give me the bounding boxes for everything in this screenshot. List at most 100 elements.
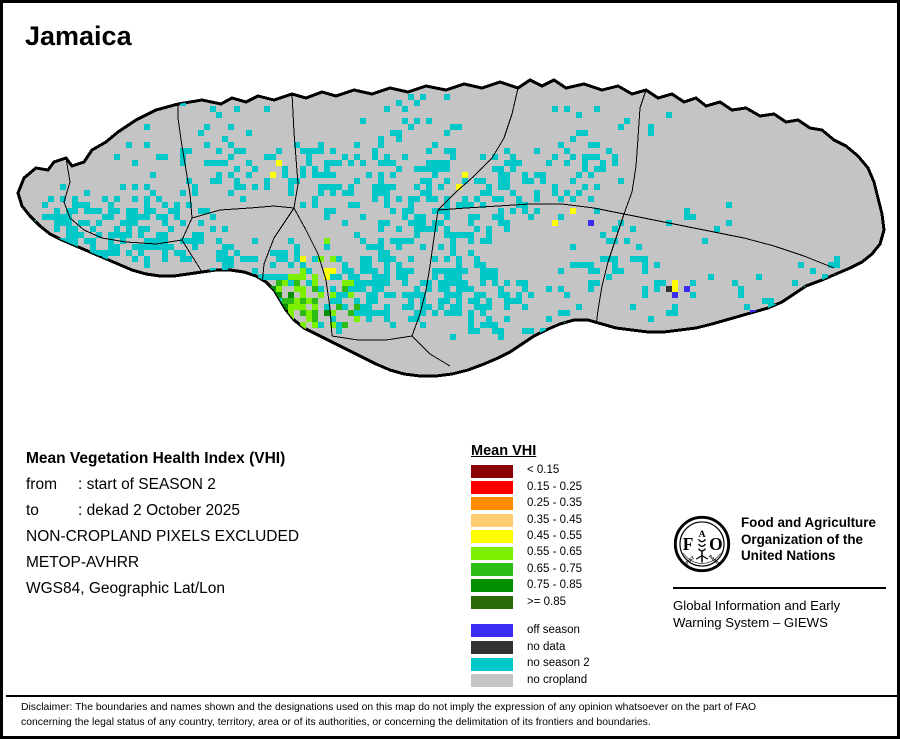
raster-cell bbox=[90, 250, 96, 256]
raster-cell bbox=[348, 274, 354, 280]
raster-cell bbox=[114, 154, 120, 160]
raster-cell bbox=[594, 280, 600, 286]
legend-class-row: 0.75 - 0.85 bbox=[471, 578, 661, 594]
raster-cell bbox=[474, 298, 480, 304]
raster-cell bbox=[426, 148, 432, 154]
raster-cell bbox=[72, 238, 78, 244]
raster-cell bbox=[558, 268, 564, 274]
legend-title: Mean VHI bbox=[471, 443, 537, 459]
raster-cell bbox=[666, 310, 672, 316]
raster-cell bbox=[420, 190, 426, 196]
raster-cell bbox=[96, 232, 102, 238]
legend-extra-swatch bbox=[471, 674, 513, 688]
raster-cell bbox=[462, 178, 468, 184]
raster-cell bbox=[186, 256, 192, 262]
raster-cell bbox=[492, 166, 498, 172]
raster-cell bbox=[336, 292, 342, 298]
raster-cell bbox=[132, 208, 138, 214]
raster-cell bbox=[468, 328, 474, 334]
raster-cell bbox=[468, 250, 474, 256]
raster-cell bbox=[300, 256, 306, 262]
raster-cell bbox=[504, 172, 510, 178]
raster-cell bbox=[360, 256, 366, 262]
raster-cell bbox=[444, 274, 450, 280]
raster-cell bbox=[384, 160, 390, 166]
raster-cell bbox=[432, 274, 438, 280]
vhi-title: Mean Vegetation Health Index (VHI) bbox=[26, 450, 286, 467]
raster-cell bbox=[108, 202, 114, 208]
raster-cell bbox=[408, 124, 414, 130]
raster-cell bbox=[300, 298, 306, 304]
raster-cell bbox=[348, 184, 354, 190]
raster-cell bbox=[120, 232, 126, 238]
map-canvas[interactable] bbox=[6, 58, 900, 403]
raster-cell bbox=[738, 286, 744, 292]
raster-cell bbox=[396, 274, 402, 280]
raster-cell bbox=[264, 178, 270, 184]
raster-cell bbox=[438, 286, 444, 292]
raster-cell bbox=[336, 304, 342, 310]
raster-cell bbox=[330, 172, 336, 178]
raster-cell bbox=[306, 268, 312, 274]
raster-cell bbox=[204, 160, 210, 166]
raster-cell bbox=[474, 256, 480, 262]
raster-cell bbox=[360, 310, 366, 316]
raster-cell bbox=[402, 208, 408, 214]
raster-cell bbox=[522, 304, 528, 310]
raster-cell bbox=[378, 178, 384, 184]
legend-class-swatch bbox=[471, 546, 513, 560]
raster-cell bbox=[330, 310, 336, 316]
raster-cell bbox=[666, 286, 672, 292]
legend-extra-row: no cropland bbox=[471, 672, 661, 689]
raster-cell bbox=[492, 322, 498, 328]
raster-cell bbox=[438, 160, 444, 166]
raster-cell bbox=[360, 268, 366, 274]
raster-cell bbox=[276, 280, 282, 286]
raster-cell bbox=[582, 154, 588, 160]
raster-cell bbox=[456, 274, 462, 280]
raster-cell bbox=[504, 148, 510, 154]
raster-cell bbox=[114, 232, 120, 238]
raster-cell bbox=[558, 196, 564, 202]
raster-cell bbox=[372, 148, 378, 154]
raster-cell bbox=[684, 214, 690, 220]
raster-cell bbox=[324, 214, 330, 220]
raster-cell bbox=[288, 298, 294, 304]
raster-cell bbox=[150, 190, 156, 196]
raster-cell bbox=[300, 310, 306, 316]
raster-cell bbox=[450, 292, 456, 298]
raster-cell bbox=[330, 190, 336, 196]
raster-cell bbox=[486, 298, 492, 304]
period-to-value: : dekad 2 October 2025 bbox=[78, 502, 241, 519]
cropland-note: NON-CROPLAND PIXELS EXCLUDED bbox=[26, 528, 300, 545]
jamaica-map-svg[interactable] bbox=[6, 58, 900, 403]
raster-cell bbox=[414, 292, 420, 298]
raster-cell bbox=[378, 142, 384, 148]
raster-cell bbox=[66, 232, 72, 238]
raster-cell bbox=[510, 166, 516, 172]
raster-cell bbox=[144, 184, 150, 190]
raster-cell bbox=[96, 250, 102, 256]
raster-cell bbox=[420, 304, 426, 310]
raster-cell bbox=[432, 166, 438, 172]
raster-cell bbox=[570, 196, 576, 202]
raster-cell bbox=[438, 184, 444, 190]
raster-cell bbox=[498, 166, 504, 172]
raster-cell bbox=[246, 130, 252, 136]
raster-cell bbox=[114, 208, 120, 214]
raster-cell bbox=[294, 178, 300, 184]
raster-cell bbox=[114, 250, 120, 256]
raster-cell bbox=[324, 166, 330, 172]
raster-cell bbox=[222, 160, 228, 166]
raster-cell bbox=[342, 292, 348, 298]
raster-cell bbox=[444, 130, 450, 136]
raster-cell bbox=[228, 142, 234, 148]
raster-cell bbox=[162, 220, 168, 226]
raster-cell bbox=[282, 166, 288, 172]
raster-cell bbox=[126, 208, 132, 214]
raster-cell bbox=[300, 172, 306, 178]
raster-cell bbox=[474, 304, 480, 310]
raster-cell bbox=[132, 196, 138, 202]
raster-cell bbox=[792, 280, 798, 286]
raster-cell bbox=[378, 226, 384, 232]
